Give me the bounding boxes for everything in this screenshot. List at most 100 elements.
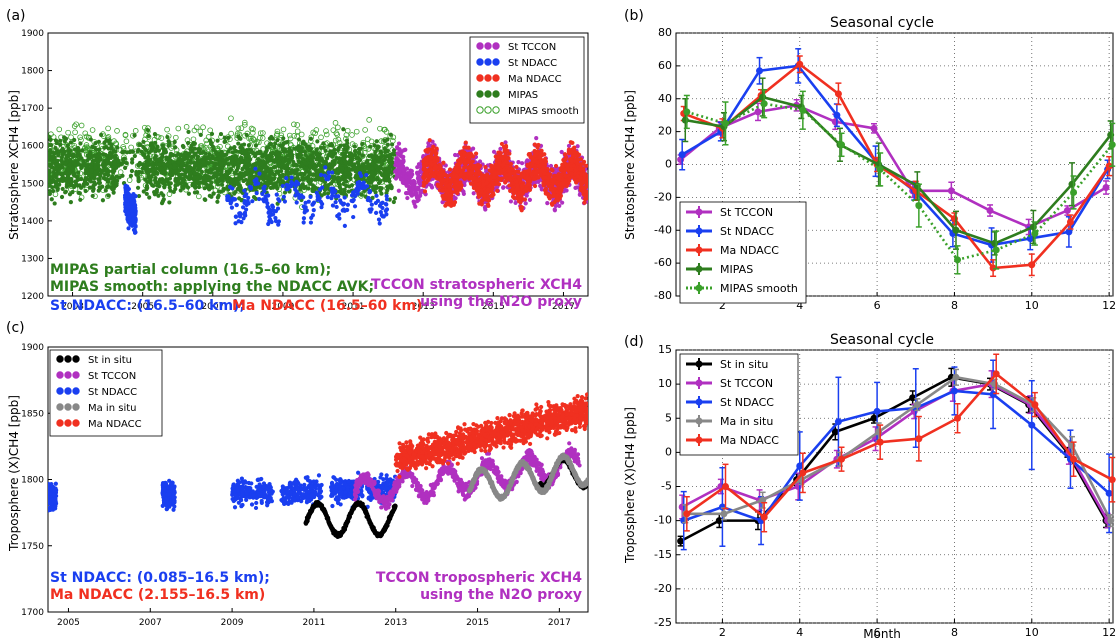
st-ndacc-point	[323, 165, 328, 170]
mipas-point	[385, 142, 390, 147]
st-ndacc-point	[267, 207, 272, 212]
st-tccon-point	[453, 152, 458, 158]
mipas-point	[307, 148, 313, 153]
mipas-smooth-point	[259, 135, 266, 141]
st-ndacc-point	[318, 172, 324, 177]
mipas-point	[207, 187, 212, 192]
mipas-point	[281, 136, 286, 141]
mipas-point	[99, 170, 104, 175]
st-tccon-point	[401, 154, 406, 159]
mipas-point	[373, 150, 378, 155]
mipas-point	[129, 149, 134, 154]
st-tccon-point	[503, 140, 508, 145]
mipas-point	[366, 162, 371, 167]
mipas-point	[85, 158, 90, 163]
mipas-point	[226, 135, 231, 140]
st-ndacc-point	[294, 179, 299, 184]
mipas-point	[373, 163, 378, 168]
mipas-point	[129, 168, 135, 174]
mipas-point	[366, 180, 371, 185]
st-ndacc-point	[330, 193, 335, 198]
panel-a-ylabel: Stratosphere XCH4 [ppb]	[7, 90, 21, 240]
st-ndacc-point	[384, 207, 390, 212]
st-ndacc-point	[281, 194, 286, 199]
mipas-point	[82, 179, 88, 184]
mipas-smooth-point	[225, 143, 231, 150]
mipas-point	[216, 193, 221, 198]
mipas-smooth-point	[191, 127, 198, 134]
mipas-point	[285, 139, 290, 145]
st-ndacc-point	[250, 199, 255, 204]
mipas-smooth-point	[141, 124, 148, 131]
st-ndacc-point	[231, 197, 236, 202]
mipas-point	[49, 164, 54, 169]
mipas-point	[304, 166, 309, 171]
mipas-point	[366, 167, 372, 172]
st-ndacc-point	[266, 210, 271, 215]
mipas-point	[156, 193, 161, 198]
mipas-smooth-point	[353, 128, 360, 135]
panel-a-xtick-label: 2009	[271, 302, 294, 312]
mipas-point	[68, 178, 73, 183]
mipas-point	[172, 139, 177, 145]
mipas-smooth-point	[334, 131, 341, 138]
panel-a-tag: (a)	[6, 8, 26, 24]
mipas-point	[96, 159, 101, 165]
mipas-point	[88, 149, 93, 155]
mipas-point	[161, 170, 166, 175]
mipas-point	[204, 168, 209, 173]
mipas-smooth-point	[242, 122, 248, 128]
mipas-point	[143, 177, 148, 182]
mipas-point	[389, 184, 394, 190]
mipas-point	[353, 149, 358, 154]
mipas-point	[102, 140, 107, 145]
mipas-point	[168, 164, 173, 169]
mipas-point	[97, 147, 102, 152]
mipas-point	[201, 175, 207, 180]
mipas-point	[332, 177, 337, 182]
st-tccon-point	[400, 177, 406, 182]
mipas-point	[207, 178, 212, 183]
mipas-point	[315, 153, 320, 158]
st-ndacc-point	[311, 208, 316, 213]
mipas-point	[296, 159, 301, 164]
mipas-point	[356, 161, 361, 166]
mipas-point	[247, 162, 252, 168]
mipas-point	[325, 191, 331, 196]
panel-b-tag: (b)	[624, 8, 644, 24]
mipas-point	[142, 165, 148, 170]
mipas-point	[251, 194, 257, 200]
mipas-point	[192, 171, 198, 176]
mipas-point	[147, 178, 152, 184]
st-ndacc-point	[301, 204, 306, 209]
st-ndacc-point	[132, 228, 137, 233]
mipas-point	[242, 149, 247, 155]
mipas-smooth-point	[183, 124, 190, 130]
mipas-point	[243, 177, 248, 182]
mipas-point	[189, 143, 194, 148]
mipas-point	[104, 167, 109, 172]
st-tccon-point	[411, 183, 416, 188]
mipas-point	[167, 181, 172, 187]
mipas-smooth-point	[294, 128, 301, 135]
mipas-smooth-point	[360, 153, 366, 159]
mipas-point	[90, 188, 96, 193]
mipas-point	[231, 163, 236, 168]
mipas-point	[388, 132, 393, 137]
mipas-point	[220, 182, 225, 187]
mipas-point	[114, 174, 119, 179]
mipas-point	[273, 141, 278, 146]
mipas-point	[160, 177, 165, 182]
st-tccon-point	[412, 179, 417, 184]
mipas-point	[71, 160, 77, 165]
mipas-smooth-point	[362, 127, 368, 133]
st-ndacc-point	[379, 213, 384, 218]
mipas-smooth-point	[251, 137, 257, 143]
mipas-point	[272, 182, 277, 187]
mipas-point	[130, 160, 135, 165]
mipas-point	[151, 183, 156, 188]
mipas-point	[290, 154, 295, 159]
mipas-point	[136, 147, 141, 153]
mipas-point	[275, 170, 281, 175]
mipas-point	[236, 141, 241, 146]
